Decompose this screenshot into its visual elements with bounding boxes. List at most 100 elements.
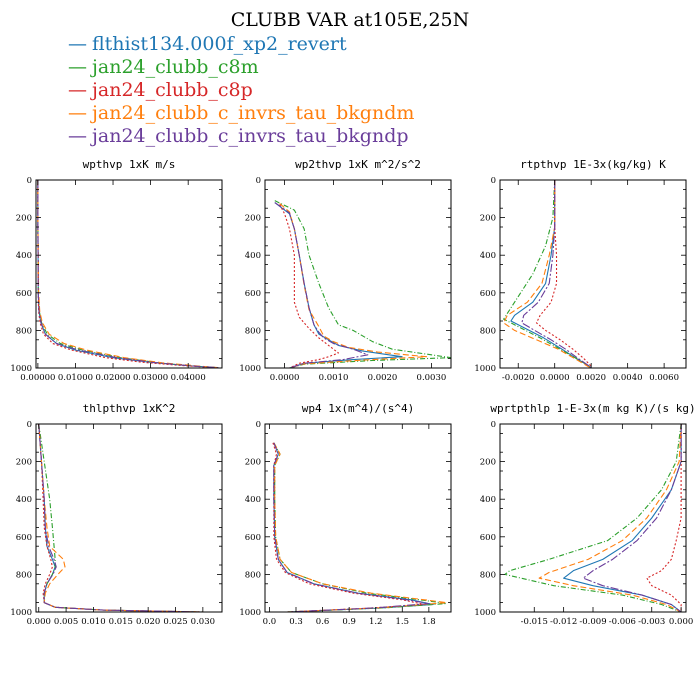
series-line-2 <box>37 180 219 368</box>
y-tick-label: 200 <box>16 214 32 224</box>
series-line-3 <box>646 424 682 612</box>
y-tick-label: 0 <box>256 420 261 430</box>
legend-entry-label: jan24_clubb_c8m <box>90 56 259 78</box>
x-tick-label: 0.000 <box>27 617 51 627</box>
legend-entry-label: jan24_clubb_c_invrs_tau_bkgndp <box>90 125 409 147</box>
legend-marker: — <box>68 79 87 101</box>
series-line-5 <box>38 424 203 612</box>
series-line-2 <box>38 424 203 612</box>
figure-title: CLUBB VAR at105E,25N <box>231 9 470 31</box>
series-line-4 <box>38 424 203 612</box>
plot-frame <box>499 423 687 613</box>
series-line-5 <box>273 442 430 612</box>
x-tick-label: 0.015 <box>109 617 133 627</box>
y-tick-label: 600 <box>16 533 32 543</box>
series-line-5 <box>582 424 682 612</box>
y-tick-label: 800 <box>480 570 496 580</box>
y-tick-label: 800 <box>480 326 496 336</box>
legend-marker: — <box>68 102 87 124</box>
x-tick-label: 0.020 <box>136 617 160 627</box>
x-tick-label: 0.0000 <box>540 373 570 383</box>
legend-entry-label: jan24_clubb_c8p <box>90 79 253 101</box>
series-line-4 <box>538 424 682 612</box>
y-tick-label: 0 <box>256 176 261 186</box>
series-line-4 <box>37 180 219 368</box>
x-tick-label: -0.009 <box>579 617 606 627</box>
y-tick-label: 0 <box>491 176 496 186</box>
legend-entry-label: flthist134.000f_xp2_revert <box>92 33 347 55</box>
series-line-2 <box>273 442 448 612</box>
series-line-4 <box>273 442 448 612</box>
x-tick-label: 0.000 <box>669 617 693 627</box>
series-line-1 <box>563 424 682 612</box>
x-tick-label: -0.012 <box>550 617 577 627</box>
y-tick-label: 600 <box>480 289 496 299</box>
x-tick-label: 0.00000 <box>20 373 55 383</box>
y-tick-label: 1000 <box>239 364 261 374</box>
y-tick-label: 0 <box>27 420 32 430</box>
legend-entry-label: jan24_clubb_c_invrs_tau_bkgndm <box>90 102 414 124</box>
series-line-3 <box>37 180 215 368</box>
y-tick-label: 1000 <box>10 608 32 618</box>
series-line-5 <box>274 202 369 368</box>
x-tick-label: 0.9 <box>342 617 356 627</box>
plot-frame <box>35 179 223 369</box>
series-line-1 <box>37 180 219 368</box>
y-tick-label: 600 <box>245 289 261 299</box>
series-line-3 <box>279 204 339 368</box>
x-tick-label: -0.015 <box>521 617 548 627</box>
x-tick-label: 0.02000 <box>95 373 130 383</box>
y-tick-label: 400 <box>480 251 496 261</box>
series-line-1 <box>273 442 434 612</box>
x-tick-label: 0.0000 <box>270 373 300 383</box>
y-tick-label: 400 <box>245 251 261 261</box>
x-tick-label: 0.0 <box>263 617 277 627</box>
plot-frame <box>499 179 687 369</box>
panel-title: wpthvp 1xK m/s <box>83 158 176 171</box>
y-tick-label: 600 <box>480 533 496 543</box>
y-tick-label: 400 <box>16 495 32 505</box>
x-tick-label: 0.0060 <box>649 373 679 383</box>
series-line-1 <box>38 424 203 612</box>
x-tick-label: 0.01000 <box>58 373 93 383</box>
x-tick-label: 0.6 <box>316 617 330 627</box>
plot-frame <box>264 423 452 613</box>
x-tick-label: -0.0020 <box>502 373 535 383</box>
y-tick-label: 200 <box>245 214 261 224</box>
y-tick-label: 0 <box>27 176 32 186</box>
series-line-3 <box>38 424 203 612</box>
panel-title: wp2thvp 1xK m^2/s^2 <box>295 158 421 171</box>
series-line-2 <box>504 424 682 612</box>
panel-2: wp2thvp 1xK m^2/s^2 0 200 400 600 800 1000 0.00… <box>239 158 452 383</box>
series-line-3 <box>272 442 425 612</box>
panel-title: wp4 1x(m^4)/(s^4) <box>302 402 415 415</box>
x-tick-label: 0.0010 <box>319 373 349 383</box>
y-tick-label: 1000 <box>474 608 496 618</box>
legend-marker: — <box>68 56 87 78</box>
series-line-5 <box>37 180 219 368</box>
series-line-4 <box>503 180 592 368</box>
x-tick-label: 0.03000 <box>133 373 168 383</box>
series-line-5 <box>521 180 592 368</box>
y-tick-label: 400 <box>16 251 32 261</box>
plot-frame <box>264 179 452 369</box>
y-tick-label: 1000 <box>474 364 496 374</box>
series-line-2 <box>503 180 592 368</box>
x-tick-label: 0.010 <box>81 617 105 627</box>
y-tick-label: 600 <box>245 533 261 543</box>
x-tick-label: 0.005 <box>54 617 78 627</box>
x-tick-label: -0.006 <box>609 617 636 627</box>
x-tick-label: 1.8 <box>422 617 436 627</box>
legend-marker: — <box>68 33 87 55</box>
y-tick-label: 200 <box>480 214 496 224</box>
panel-3: rtpthvp 1E-3x(kg/kg) K 0 200 400 600 800 1000-… <box>474 158 687 383</box>
panel-title: thlpthvp 1xK^2 <box>83 402 176 415</box>
x-tick-label: 0.04000 <box>171 373 206 383</box>
y-tick-label: 400 <box>245 495 261 505</box>
y-tick-label: 600 <box>16 289 32 299</box>
